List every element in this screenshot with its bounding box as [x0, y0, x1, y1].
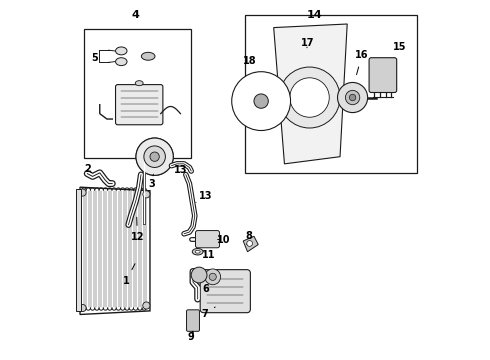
Text: 18: 18	[243, 55, 257, 72]
Bar	[76, 189, 81, 311]
Polygon shape	[243, 236, 258, 252]
Bar	[84, 30, 191, 158]
Ellipse shape	[135, 81, 143, 86]
Circle shape	[209, 273, 216, 280]
Ellipse shape	[141, 52, 155, 60]
Text: 1: 1	[122, 264, 135, 286]
Text: 13: 13	[196, 191, 212, 203]
Circle shape	[143, 191, 150, 198]
Circle shape	[136, 138, 173, 175]
Ellipse shape	[116, 58, 127, 66]
Circle shape	[205, 269, 220, 285]
Text: 6: 6	[200, 280, 209, 294]
Bar	[245, 15, 417, 173]
Circle shape	[79, 189, 86, 196]
Text: 7: 7	[201, 307, 215, 319]
Ellipse shape	[116, 47, 127, 55]
Circle shape	[150, 152, 159, 161]
Text: 15: 15	[389, 42, 406, 64]
Text: 13: 13	[173, 165, 187, 175]
Text: 12: 12	[131, 217, 144, 242]
Ellipse shape	[195, 250, 200, 253]
Text: 4: 4	[132, 10, 140, 20]
Text: 14: 14	[307, 10, 323, 20]
FancyBboxPatch shape	[116, 85, 163, 125]
Circle shape	[279, 67, 340, 128]
FancyBboxPatch shape	[196, 230, 220, 248]
Circle shape	[79, 305, 86, 312]
Circle shape	[338, 82, 368, 113]
Circle shape	[290, 78, 329, 117]
Text: 9: 9	[187, 331, 194, 342]
Text: 17: 17	[301, 38, 315, 48]
Circle shape	[143, 302, 150, 309]
FancyBboxPatch shape	[200, 270, 250, 313]
Circle shape	[349, 94, 356, 101]
Circle shape	[144, 146, 166, 167]
Text: 10: 10	[217, 235, 230, 245]
Text: 3: 3	[148, 174, 155, 189]
Circle shape	[254, 94, 269, 108]
Circle shape	[191, 267, 207, 283]
Circle shape	[345, 90, 360, 105]
Text: 2: 2	[85, 164, 92, 174]
Text: 8: 8	[246, 231, 253, 244]
Text: 16: 16	[355, 50, 368, 75]
Circle shape	[247, 240, 252, 246]
FancyBboxPatch shape	[187, 310, 199, 331]
Ellipse shape	[192, 248, 203, 255]
FancyBboxPatch shape	[369, 58, 397, 93]
Polygon shape	[274, 24, 347, 164]
Text: 5: 5	[92, 53, 98, 63]
Text: 11: 11	[202, 249, 216, 260]
Circle shape	[232, 72, 291, 131]
Polygon shape	[80, 187, 150, 315]
